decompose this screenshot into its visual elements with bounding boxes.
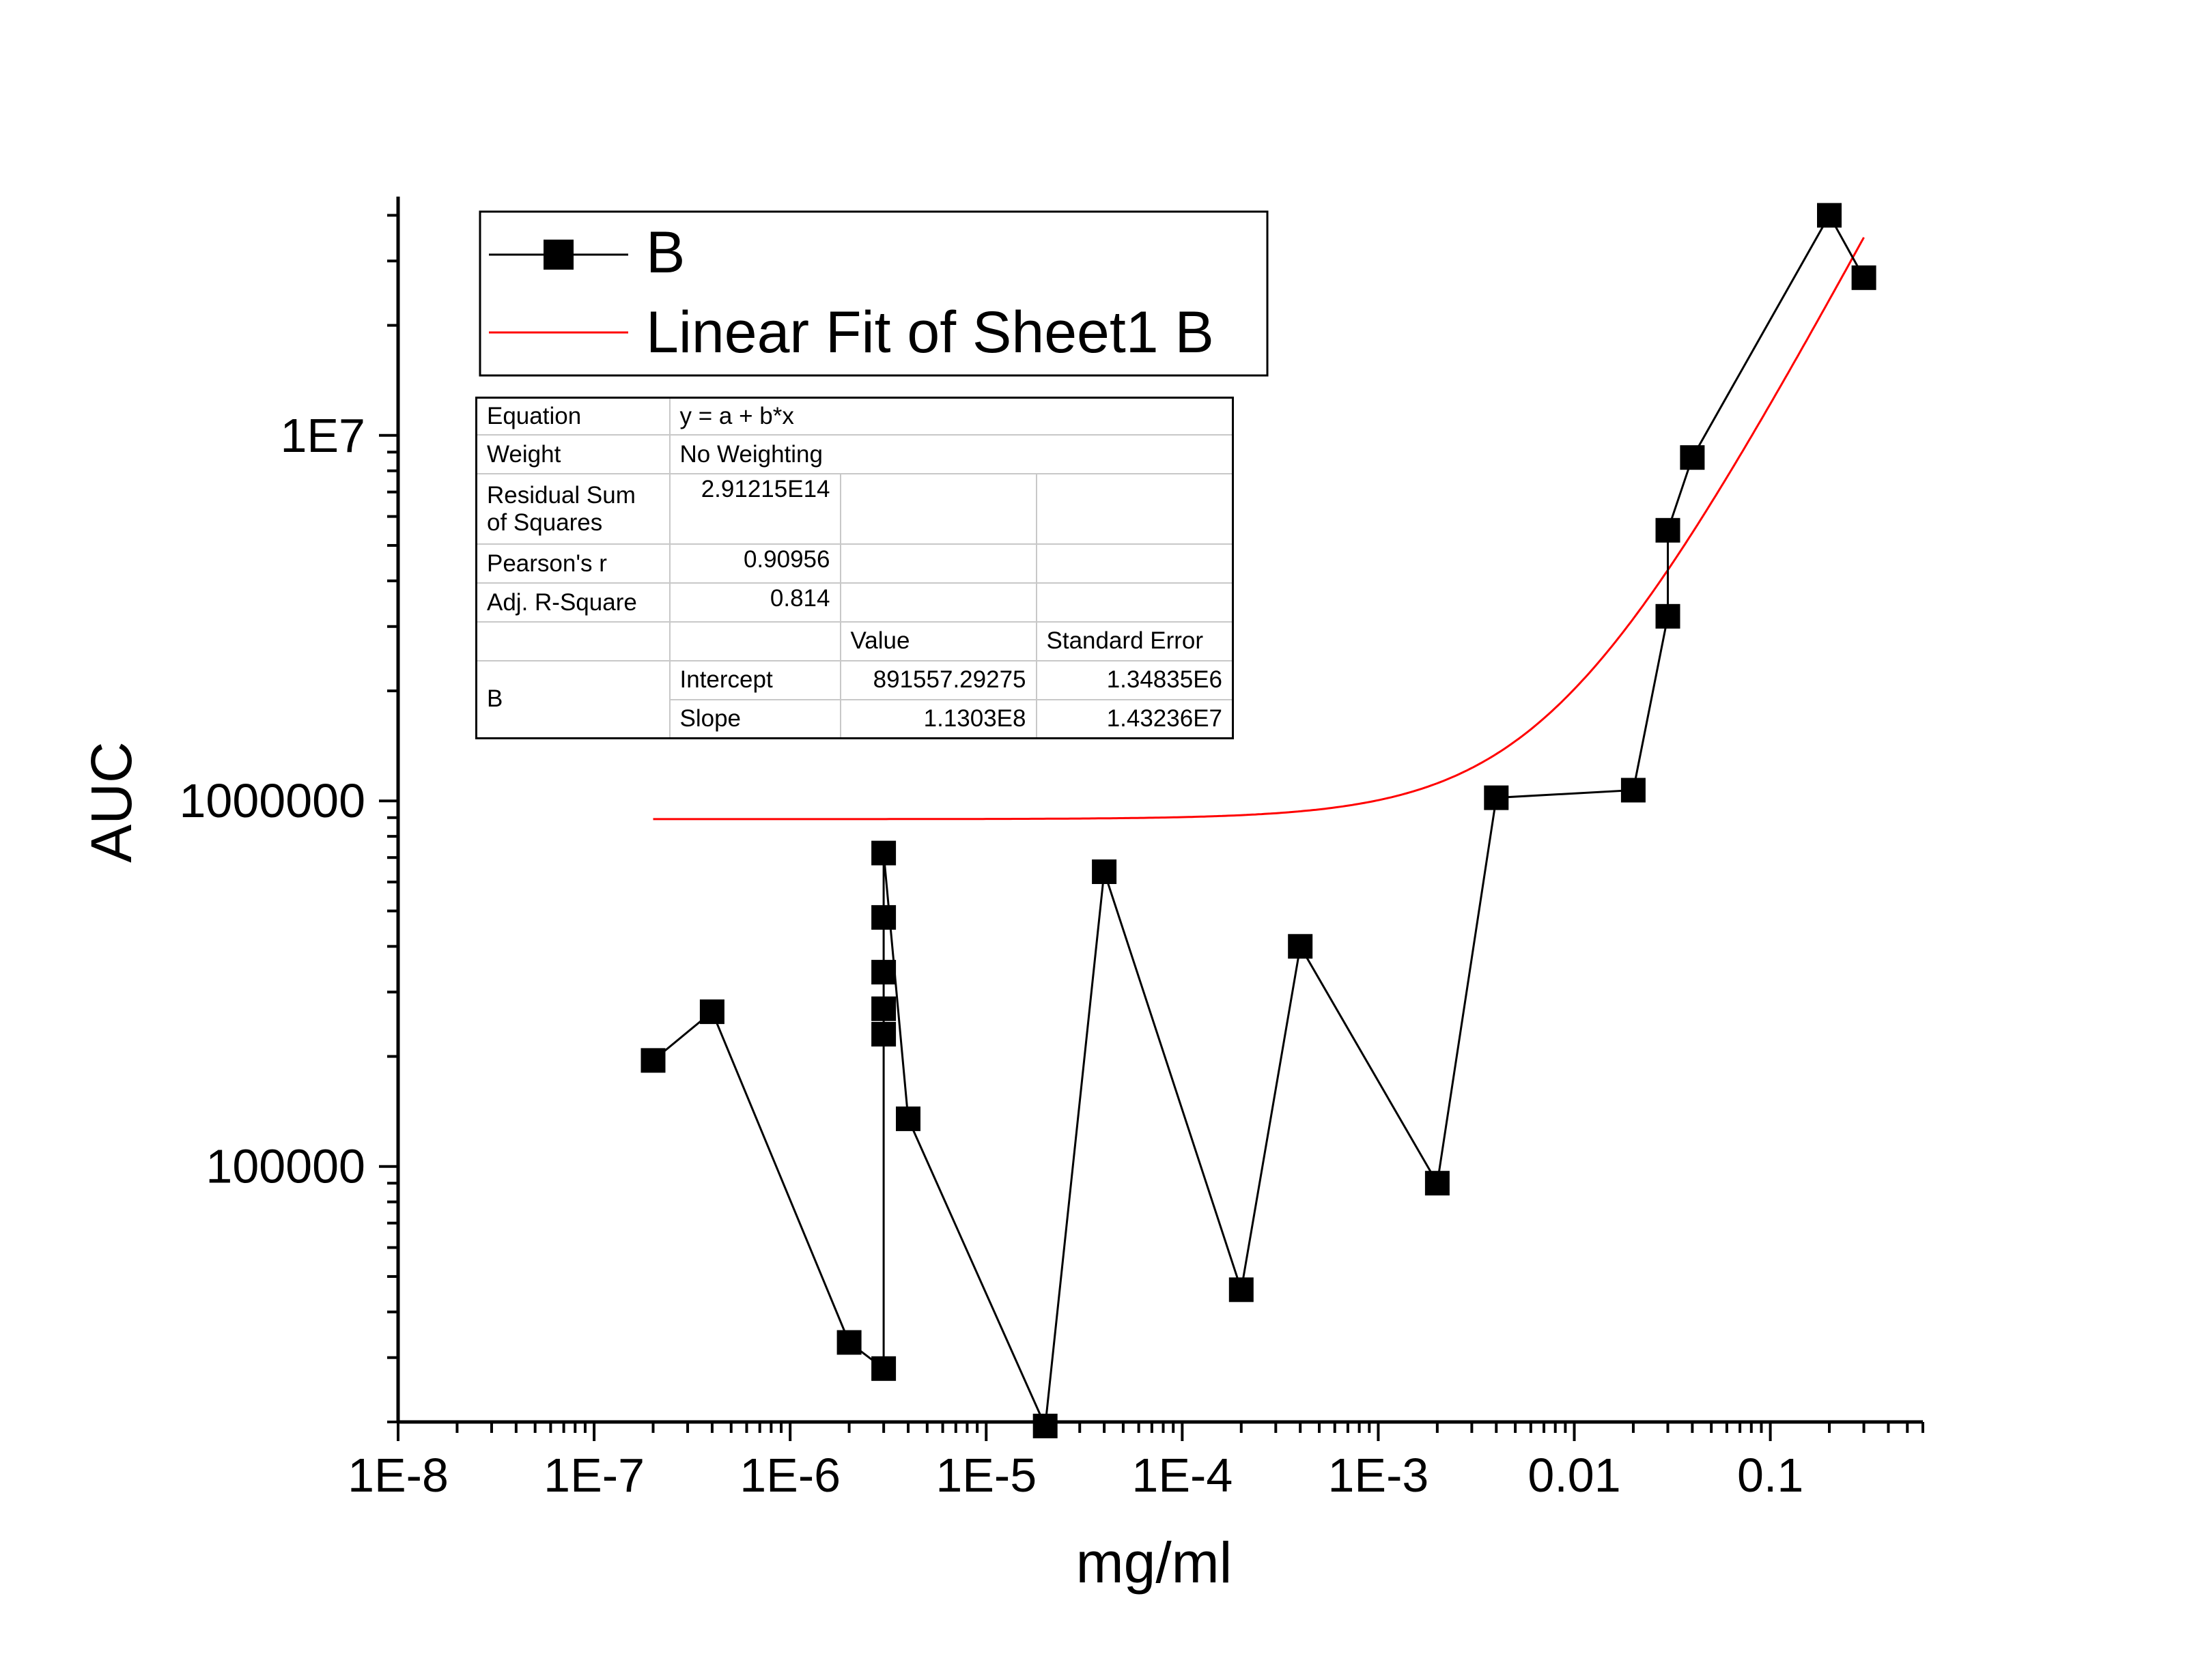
series-b-point [699, 999, 724, 1025]
legend-fit-label: Linear Fit of Sheet1 B [646, 300, 1214, 365]
series-b-point [1620, 778, 1646, 803]
axes: 1E-8 1E-7 1E-6 1E-5 1E-4 1E-3 0.01 0.1 100000 100… [179, 197, 1924, 1502]
series-b-point [1655, 603, 1680, 629]
fit-line-layer [653, 237, 1865, 821]
series-b-point [871, 1356, 897, 1381]
series-b-point [1655, 517, 1680, 543]
stat-param-intercept-error: 1.34835E6 [1035, 659, 1234, 700]
stat-label-pearson: Pearson's r [475, 543, 671, 584]
x-axis-label: mg/ml [1076, 1530, 1233, 1595]
stat-value-equation: y = a + b*x [668, 397, 1234, 436]
x-tick-label: 1E-6 [740, 1449, 841, 1502]
series-b-point [836, 1330, 862, 1355]
series-b-layer [640, 203, 1876, 1438]
legend: B Linear Fit of Sheet1 B [479, 210, 1269, 377]
series-b-point [871, 960, 897, 985]
legend-series-b-label: B [646, 220, 685, 285]
x-tick-label: 0.1 [1737, 1449, 1803, 1502]
stat-value-weight: No Weighting [668, 434, 1234, 475]
stat-label-weight: Weight [475, 434, 671, 475]
stat-value-rss: 2.91215E14 [668, 473, 841, 545]
stat-label-adj-r-square: Adj. R-Square [475, 582, 671, 623]
x-tick-label: 1E-3 [1327, 1449, 1428, 1502]
series-b-point [640, 1048, 666, 1073]
series-b-point [1851, 265, 1876, 290]
stat-param-intercept-value: 891557.29275 [839, 659, 1037, 700]
series-b-point [1288, 934, 1313, 959]
x-tick-label: 1E-4 [1131, 1449, 1233, 1502]
series-b-line [652, 213, 1865, 1430]
series-b-point [896, 1106, 920, 1131]
y-axis-label: AUC [79, 741, 143, 862]
stat-param-intercept-label: Intercept [668, 659, 841, 700]
series-b-point [871, 1022, 897, 1047]
x-tick-label: 1E-5 [935, 1449, 1037, 1502]
x-tick-label: 1E-7 [544, 1449, 645, 1502]
stat-param-group: B [475, 659, 671, 739]
stat-value-adj-r-square: 0.814 [668, 582, 841, 623]
fit-statistics-table: Equation y = a + b*x Weight No Weighting… [475, 397, 1235, 739]
stat-header-value: Value [839, 621, 1037, 661]
stat-label-equation: Equation [475, 397, 671, 436]
series-b-point [1228, 1277, 1254, 1302]
series-b-point [871, 905, 897, 930]
series-b-point [871, 996, 897, 1021]
fit-line [653, 237, 1865, 821]
x-tick-label: 1E-8 [348, 1449, 449, 1502]
stat-param-slope-value: 1.1303E8 [839, 698, 1037, 739]
series-b-point [871, 840, 897, 866]
stat-header-standard-error: Standard Error [1035, 621, 1234, 661]
y-tick-label: 1000000 [179, 774, 365, 827]
stat-value-pearson: 0.90956 [668, 543, 841, 584]
y-tick-label: 100000 [206, 1140, 365, 1193]
x-tick-label: 0.01 [1528, 1449, 1620, 1502]
legend-box [479, 210, 1269, 377]
stat-param-slope-error: 1.43236E7 [1035, 698, 1234, 739]
stat-param-slope-label: Slope [668, 698, 841, 739]
stat-label-rss: Residual Sum of Squares [475, 473, 671, 545]
series-b-point [1484, 785, 1509, 810]
y-tick-label: 1E7 [280, 409, 365, 462]
legend-series-b-marker [544, 240, 574, 270]
series-b-point [1817, 203, 1842, 228]
series-b-point [1424, 1171, 1450, 1196]
series-b-point [1680, 445, 1705, 470]
series-b-point [1092, 859, 1117, 884]
